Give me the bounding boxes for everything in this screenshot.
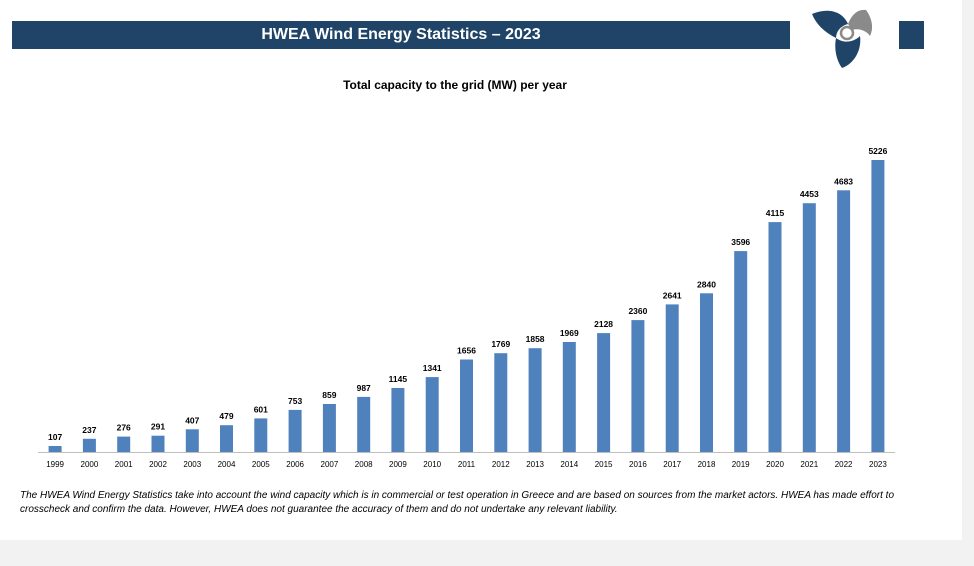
data-label-2013: 1858	[526, 334, 545, 344]
x-tick-label-2003: 2003	[183, 460, 201, 469]
bar-2011	[460, 359, 473, 452]
data-label-2012: 1769	[491, 339, 510, 349]
bar-2006	[288, 409, 302, 452]
x-tick-label-2000: 2000	[81, 460, 99, 469]
data-label-2019: 3596	[731, 237, 750, 247]
header-title: HWEA Wind Energy Statistics – 2023	[261, 26, 541, 43]
bar-2010	[425, 377, 439, 452]
chart-title: Total capacity to the grid (MW) per year	[343, 78, 567, 92]
data-label-2023: 5226	[868, 146, 887, 156]
x-tick-label-2015: 2015	[595, 460, 613, 469]
footnote: The HWEA Wind Energy Statistics take int…	[20, 490, 894, 515]
data-label-2006: 753	[288, 396, 302, 406]
x-tick-label-2001: 2001	[115, 460, 133, 469]
x-tick-label-2018: 2018	[698, 460, 716, 469]
x-tick-label-2009: 2009	[389, 460, 407, 469]
bar-2000	[82, 438, 96, 452]
data-label-2002: 291	[151, 422, 165, 432]
bar-2023	[871, 160, 885, 452]
data-label-2014: 1969	[560, 328, 579, 338]
data-label-2020: 4115	[766, 208, 785, 218]
data-label-2021: 4453	[800, 189, 819, 199]
bar-2018	[700, 293, 713, 452]
data-label-2022: 4683	[834, 176, 853, 186]
bar-2009	[391, 388, 405, 452]
x-tick-label-2007: 2007	[321, 460, 339, 469]
x-tick-label-2011: 2011	[458, 460, 476, 469]
x-tick-label-2008: 2008	[355, 460, 373, 469]
x-tick-label-2022: 2022	[835, 460, 853, 469]
bar-2002	[151, 435, 165, 452]
bar-2016	[631, 320, 645, 452]
x-tick-label-2020: 2020	[766, 460, 784, 469]
wind-turbine-logo-icon	[812, 9, 873, 68]
data-label-2018: 2840	[697, 279, 716, 289]
data-label-2010: 1341	[423, 363, 442, 373]
bar-2015	[597, 333, 611, 452]
x-tick-label-2017: 2017	[663, 460, 681, 469]
bar-2021	[802, 203, 816, 452]
bar-2008	[357, 396, 371, 452]
slide: HWEA Wind Energy Statistics – 2023 Total…	[0, 0, 962, 540]
bar-2020	[768, 222, 782, 452]
x-tick-label-2012: 2012	[492, 460, 510, 469]
data-label-1999: 107	[48, 432, 62, 442]
x-tick-label-2006: 2006	[286, 460, 304, 469]
data-label-2015: 2128	[594, 319, 613, 329]
bar-chart: 107 1999 237 2000 276 2001 291 2002 407 2003 479 20…	[38, 146, 895, 469]
data-label-2011: 1656	[457, 346, 476, 356]
bar-2001	[117, 436, 131, 452]
bar-2013	[528, 348, 542, 452]
data-label-2001: 276	[117, 423, 131, 433]
x-tick-label-2004: 2004	[218, 460, 236, 469]
data-label-2016: 2360	[628, 306, 647, 316]
x-tick-label-2019: 2019	[732, 460, 750, 469]
x-tick-label-2023: 2023	[869, 460, 887, 469]
bar-1999	[48, 446, 62, 452]
bar-2017	[665, 304, 679, 452]
data-label-2004: 479	[219, 411, 233, 421]
bar-2022	[837, 190, 851, 453]
bar-2005	[254, 418, 268, 452]
bar-2012	[494, 353, 508, 452]
x-tick-label-2005: 2005	[252, 460, 270, 469]
header-accent-block	[899, 21, 924, 49]
x-tick-label-2013: 2013	[526, 460, 544, 469]
bar-2014	[562, 342, 576, 452]
bar-2019	[734, 251, 748, 452]
x-tick-label-2010: 2010	[423, 460, 441, 469]
x-tick-label-1999: 1999	[46, 460, 64, 469]
data-label-2005: 601	[254, 404, 268, 414]
data-label-2017: 2641	[663, 290, 682, 300]
bar-2007	[322, 404, 336, 452]
bar-2003	[185, 429, 199, 452]
data-label-2007: 859	[322, 390, 336, 400]
header-bar: HWEA Wind Energy Statistics – 2023	[12, 21, 790, 49]
x-tick-label-2021: 2021	[800, 460, 818, 469]
x-tick-label-2014: 2014	[560, 460, 578, 469]
x-tick-label-2016: 2016	[629, 460, 647, 469]
x-tick-label-2002: 2002	[149, 460, 167, 469]
data-label-2000: 237	[82, 425, 96, 435]
data-label-2003: 407	[185, 415, 199, 425]
data-label-2008: 987	[357, 383, 371, 393]
bar-2004	[220, 425, 233, 452]
data-label-2009: 1145	[389, 374, 408, 384]
